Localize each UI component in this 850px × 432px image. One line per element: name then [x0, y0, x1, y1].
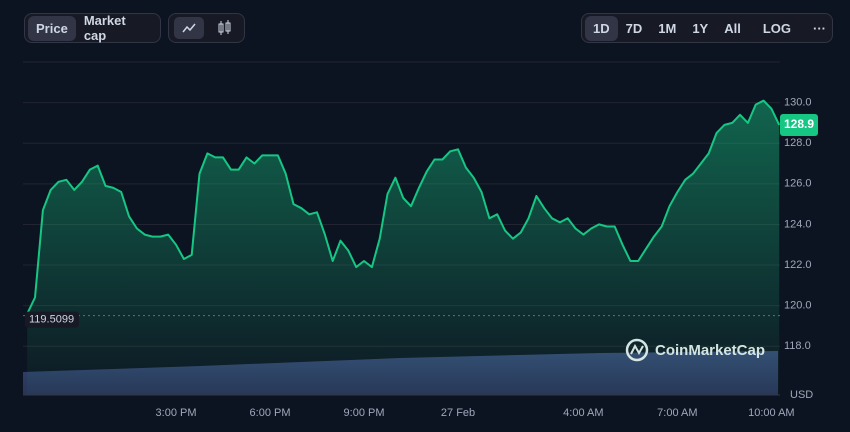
log-button[interactable]: LOG [762, 20, 792, 36]
x-tick-label: 4:00 AM [563, 407, 603, 419]
more-button[interactable]: ··· [813, 20, 827, 36]
x-tick-label: 7:00 AM [657, 407, 697, 419]
y-tick-label: 126.0 [784, 178, 812, 190]
range-button[interactable]: All [724, 20, 741, 36]
range-toggle: 1D 7D 1M 1Y All LOG ··· [581, 13, 833, 43]
range-button[interactable]: 7D [625, 20, 643, 36]
price-line [26, 99, 781, 315]
last-price-label: 128.9 [784, 117, 814, 131]
chart-style-toggle [168, 13, 245, 43]
baseline-badge [25, 311, 79, 328]
line-icon[interactable] [174, 17, 205, 39]
x-tick-label: 27 Feb [441, 407, 475, 419]
last-price-badge [780, 113, 818, 136]
volume-area [23, 351, 778, 395]
range-button[interactable]: 1D [585, 15, 618, 41]
watermark: CoinMarketCap [625, 338, 765, 362]
x-tick-label: 10:00 AM [748, 407, 794, 419]
y-tick-label: 130.0 [784, 97, 812, 109]
x-tick-label: 9:00 PM [344, 407, 385, 419]
watermark-text: CoinMarketCap [655, 342, 765, 359]
candle-icon[interactable] [209, 17, 239, 39]
x-tick-label: 6:00 PM [250, 407, 291, 419]
baseline-label: 119.5099 [29, 314, 74, 326]
metric-toggle: Price Market cap [24, 13, 161, 43]
y-tick-label: 122.0 [784, 259, 812, 271]
range-button[interactable]: 1Y [692, 20, 709, 36]
currency-label: USD [790, 389, 813, 401]
x-tick-label: 3:00 PM [156, 407, 197, 419]
range-button[interactable]: 1M [658, 20, 677, 36]
market-cap-button[interactable]: Market cap [83, 13, 126, 43]
price-area [27, 100, 780, 395]
y-tick-label: 128.0 [784, 137, 812, 149]
y-tick-label: 118.0 [784, 340, 811, 352]
y-tick-label: 124.0 [784, 218, 812, 230]
price-button[interactable]: Price [28, 15, 76, 41]
y-tick-label: 120.0 [784, 300, 812, 312]
